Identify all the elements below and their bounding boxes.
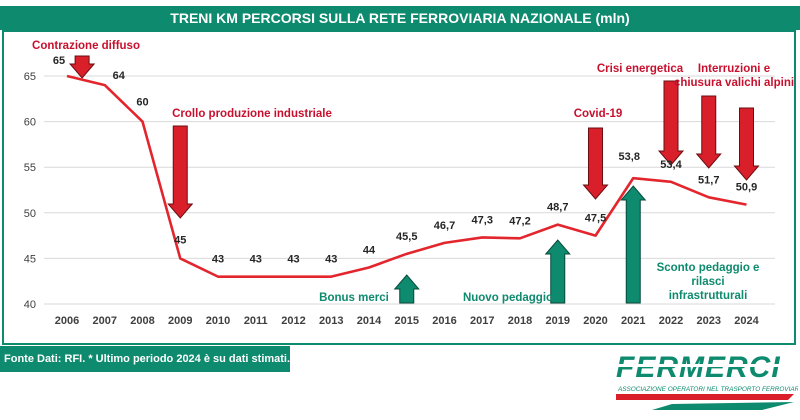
data-label: 64 xyxy=(113,70,126,82)
x-tick-label: 2007 xyxy=(93,315,117,327)
red-down-arrow xyxy=(582,127,609,200)
data-label: 47,2 xyxy=(509,215,530,227)
x-tick-label: 2014 xyxy=(357,315,382,327)
x-tick-label: 2022 xyxy=(659,315,683,327)
x-tick-label: 2020 xyxy=(583,315,607,327)
logo-wordmark: FERMERCI xyxy=(616,351,781,384)
logo-swoosh-red xyxy=(616,394,794,400)
x-tick-label: 2011 xyxy=(244,315,268,327)
chart: 40 45 50 55 60 65 2006 2007 2008 2009 2010 2011 2012… xyxy=(24,40,794,327)
data-label: 46,7 xyxy=(434,220,455,232)
data-label: 43 xyxy=(250,254,262,266)
red-down-arrow xyxy=(695,95,722,169)
data-label: 43 xyxy=(287,254,299,266)
data-label: 60 xyxy=(136,97,148,109)
y-tick-label: 45 xyxy=(24,253,36,265)
logo-stripe-green xyxy=(616,364,794,367)
logo-tagline: ASSOCIAZIONE OPERATORI NEL TRASPORTO FER… xyxy=(617,386,798,393)
y-tick-label: 65 xyxy=(24,71,36,83)
x-tick-label: 2024 xyxy=(734,315,759,327)
x-tick-label: 2016 xyxy=(432,315,456,327)
annotation-red: Crollo produzione industriale xyxy=(172,108,332,120)
annotation-red: Crisi energetica xyxy=(597,63,684,75)
y-tick-label: 40 xyxy=(24,299,36,311)
red-down-arrow xyxy=(167,125,194,219)
fermerci-logo: FERMERCI ASSOCIAZIONE OPERATORI NEL TRAS… xyxy=(616,351,798,410)
green-up-arrow xyxy=(620,185,647,304)
red-down-arrow xyxy=(733,107,760,181)
x-tick-label: 2010 xyxy=(206,315,230,327)
x-tick-label: 2018 xyxy=(508,315,532,327)
green-up-arrow xyxy=(393,274,420,304)
data-label: 65 xyxy=(53,55,65,67)
data-label: 51,7 xyxy=(698,174,719,186)
red-down-arrow xyxy=(69,55,96,79)
annotation-green: infrastrutturali xyxy=(669,290,748,302)
data-label: 50,9 xyxy=(736,182,757,194)
data-label: 47,5 xyxy=(585,213,606,225)
chart-frame xyxy=(2,30,796,345)
x-tick-label: 2015 xyxy=(395,315,419,327)
red-down-arrow xyxy=(657,80,685,166)
y-tick-label: 55 xyxy=(24,162,36,174)
annotation-green: rilasci xyxy=(691,276,724,288)
x-tick-label: 2008 xyxy=(130,315,154,327)
data-label: 45 xyxy=(174,234,186,246)
x-tick-label: 2019 xyxy=(546,315,570,327)
data-label: 53,8 xyxy=(619,151,640,163)
series-line xyxy=(66,74,747,278)
green-up-arrow xyxy=(544,239,571,304)
annotation-green: Nuovo pedaggio xyxy=(463,292,553,304)
data-label: 44 xyxy=(363,245,376,257)
annotation-red: chiusura valichi alpini xyxy=(674,77,794,89)
x-tick-label: 2012 xyxy=(281,315,305,327)
y-tick-label: 60 xyxy=(24,117,36,129)
annotation-red: Covid-19 xyxy=(574,108,623,120)
x-tick-label: 2013 xyxy=(319,315,343,327)
source-note: Fonte Dati: RFI. * Ultimo periodo 2024 è… xyxy=(0,346,290,372)
chart-title: TRENI KM PERCORSI SULLA RETE FERROVIARIA… xyxy=(0,6,800,30)
data-label: 47,3 xyxy=(472,214,493,226)
data-label: 43 xyxy=(212,254,224,266)
annotation-green: Sconto pedaggio e xyxy=(657,262,760,274)
annotation-red: Contrazione diffuso xyxy=(32,40,140,52)
data-label: 53,4 xyxy=(660,159,682,171)
data-label: 45,5 xyxy=(396,231,417,243)
data-label: 48,7 xyxy=(547,202,568,214)
x-tick-label: 2017 xyxy=(470,315,494,327)
data-label: 43 xyxy=(325,254,337,266)
logo-swoosh-green xyxy=(652,402,794,410)
x-tick-label: 2023 xyxy=(697,315,721,327)
y-tick-label: 50 xyxy=(24,208,36,220)
annotation-green: Bonus merci xyxy=(319,292,389,304)
x-tick-label: 2006 xyxy=(55,315,79,327)
x-tick-label: 2009 xyxy=(168,315,192,327)
x-tick-label: 2021 xyxy=(621,315,645,327)
annotation-red: Interruzioni e xyxy=(698,63,770,75)
